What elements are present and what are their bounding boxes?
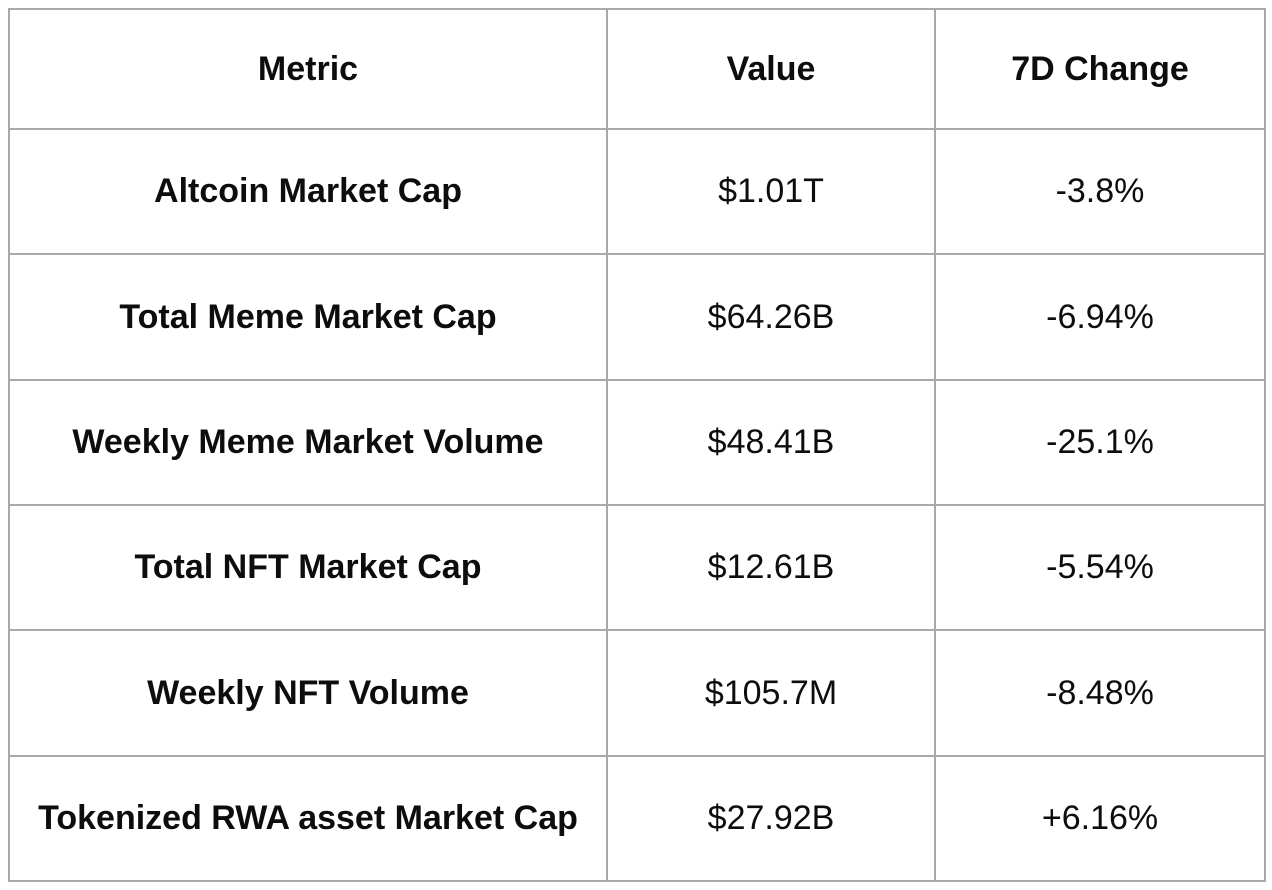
table-row: Altcoin Market Cap $1.01T -3.8% — [8, 127, 1266, 256]
metric-cell: Total NFT Market Cap — [8, 503, 608, 632]
header-row: Metric Value 7D Change — [8, 8, 1266, 130]
column-header-metric: Metric — [8, 8, 608, 130]
table-row: Weekly NFT Volume $105.7M -8.48% — [8, 629, 1266, 757]
metric-cell: Altcoin Market Cap — [8, 127, 608, 256]
metric-cell: Weekly Meme Market Volume — [8, 378, 608, 506]
change-cell: -3.8% — [934, 127, 1266, 256]
value-cell: $27.92B — [606, 754, 936, 883]
table-row: Total Meme Market Cap $64.26B -6.94% — [8, 253, 1266, 381]
metric-cell: Tokenized RWA asset Market Cap — [8, 754, 608, 883]
table-body: Altcoin Market Cap $1.01T -3.8% Total Me… — [8, 127, 1266, 883]
column-header-7d-change: 7D Change — [934, 8, 1266, 130]
value-cell: $64.26B — [606, 253, 936, 381]
change-cell: -8.48% — [934, 629, 1266, 757]
value-cell: $1.01T — [606, 127, 936, 256]
change-cell: -6.94% — [934, 253, 1266, 381]
value-cell: $48.41B — [606, 378, 936, 506]
column-header-value: Value — [606, 8, 936, 130]
table-row: Tokenized RWA asset Market Cap $27.92B +… — [8, 754, 1266, 883]
change-cell: -5.54% — [934, 503, 1266, 632]
table-row: Weekly Meme Market Volume $48.41B -25.1% — [8, 378, 1266, 506]
table-row: Total NFT Market Cap $12.61B -5.54% — [8, 503, 1266, 632]
change-cell: +6.16% — [934, 754, 1266, 883]
table-header: Metric Value 7D Change — [8, 8, 1266, 130]
metrics-table: Metric Value 7D Change Altcoin Market Ca… — [8, 8, 1266, 883]
metric-cell: Weekly NFT Volume — [8, 629, 608, 757]
change-cell: -25.1% — [934, 378, 1266, 506]
value-cell: $12.61B — [606, 503, 936, 632]
value-cell: $105.7M — [606, 629, 936, 757]
metric-cell: Total Meme Market Cap — [8, 253, 608, 381]
